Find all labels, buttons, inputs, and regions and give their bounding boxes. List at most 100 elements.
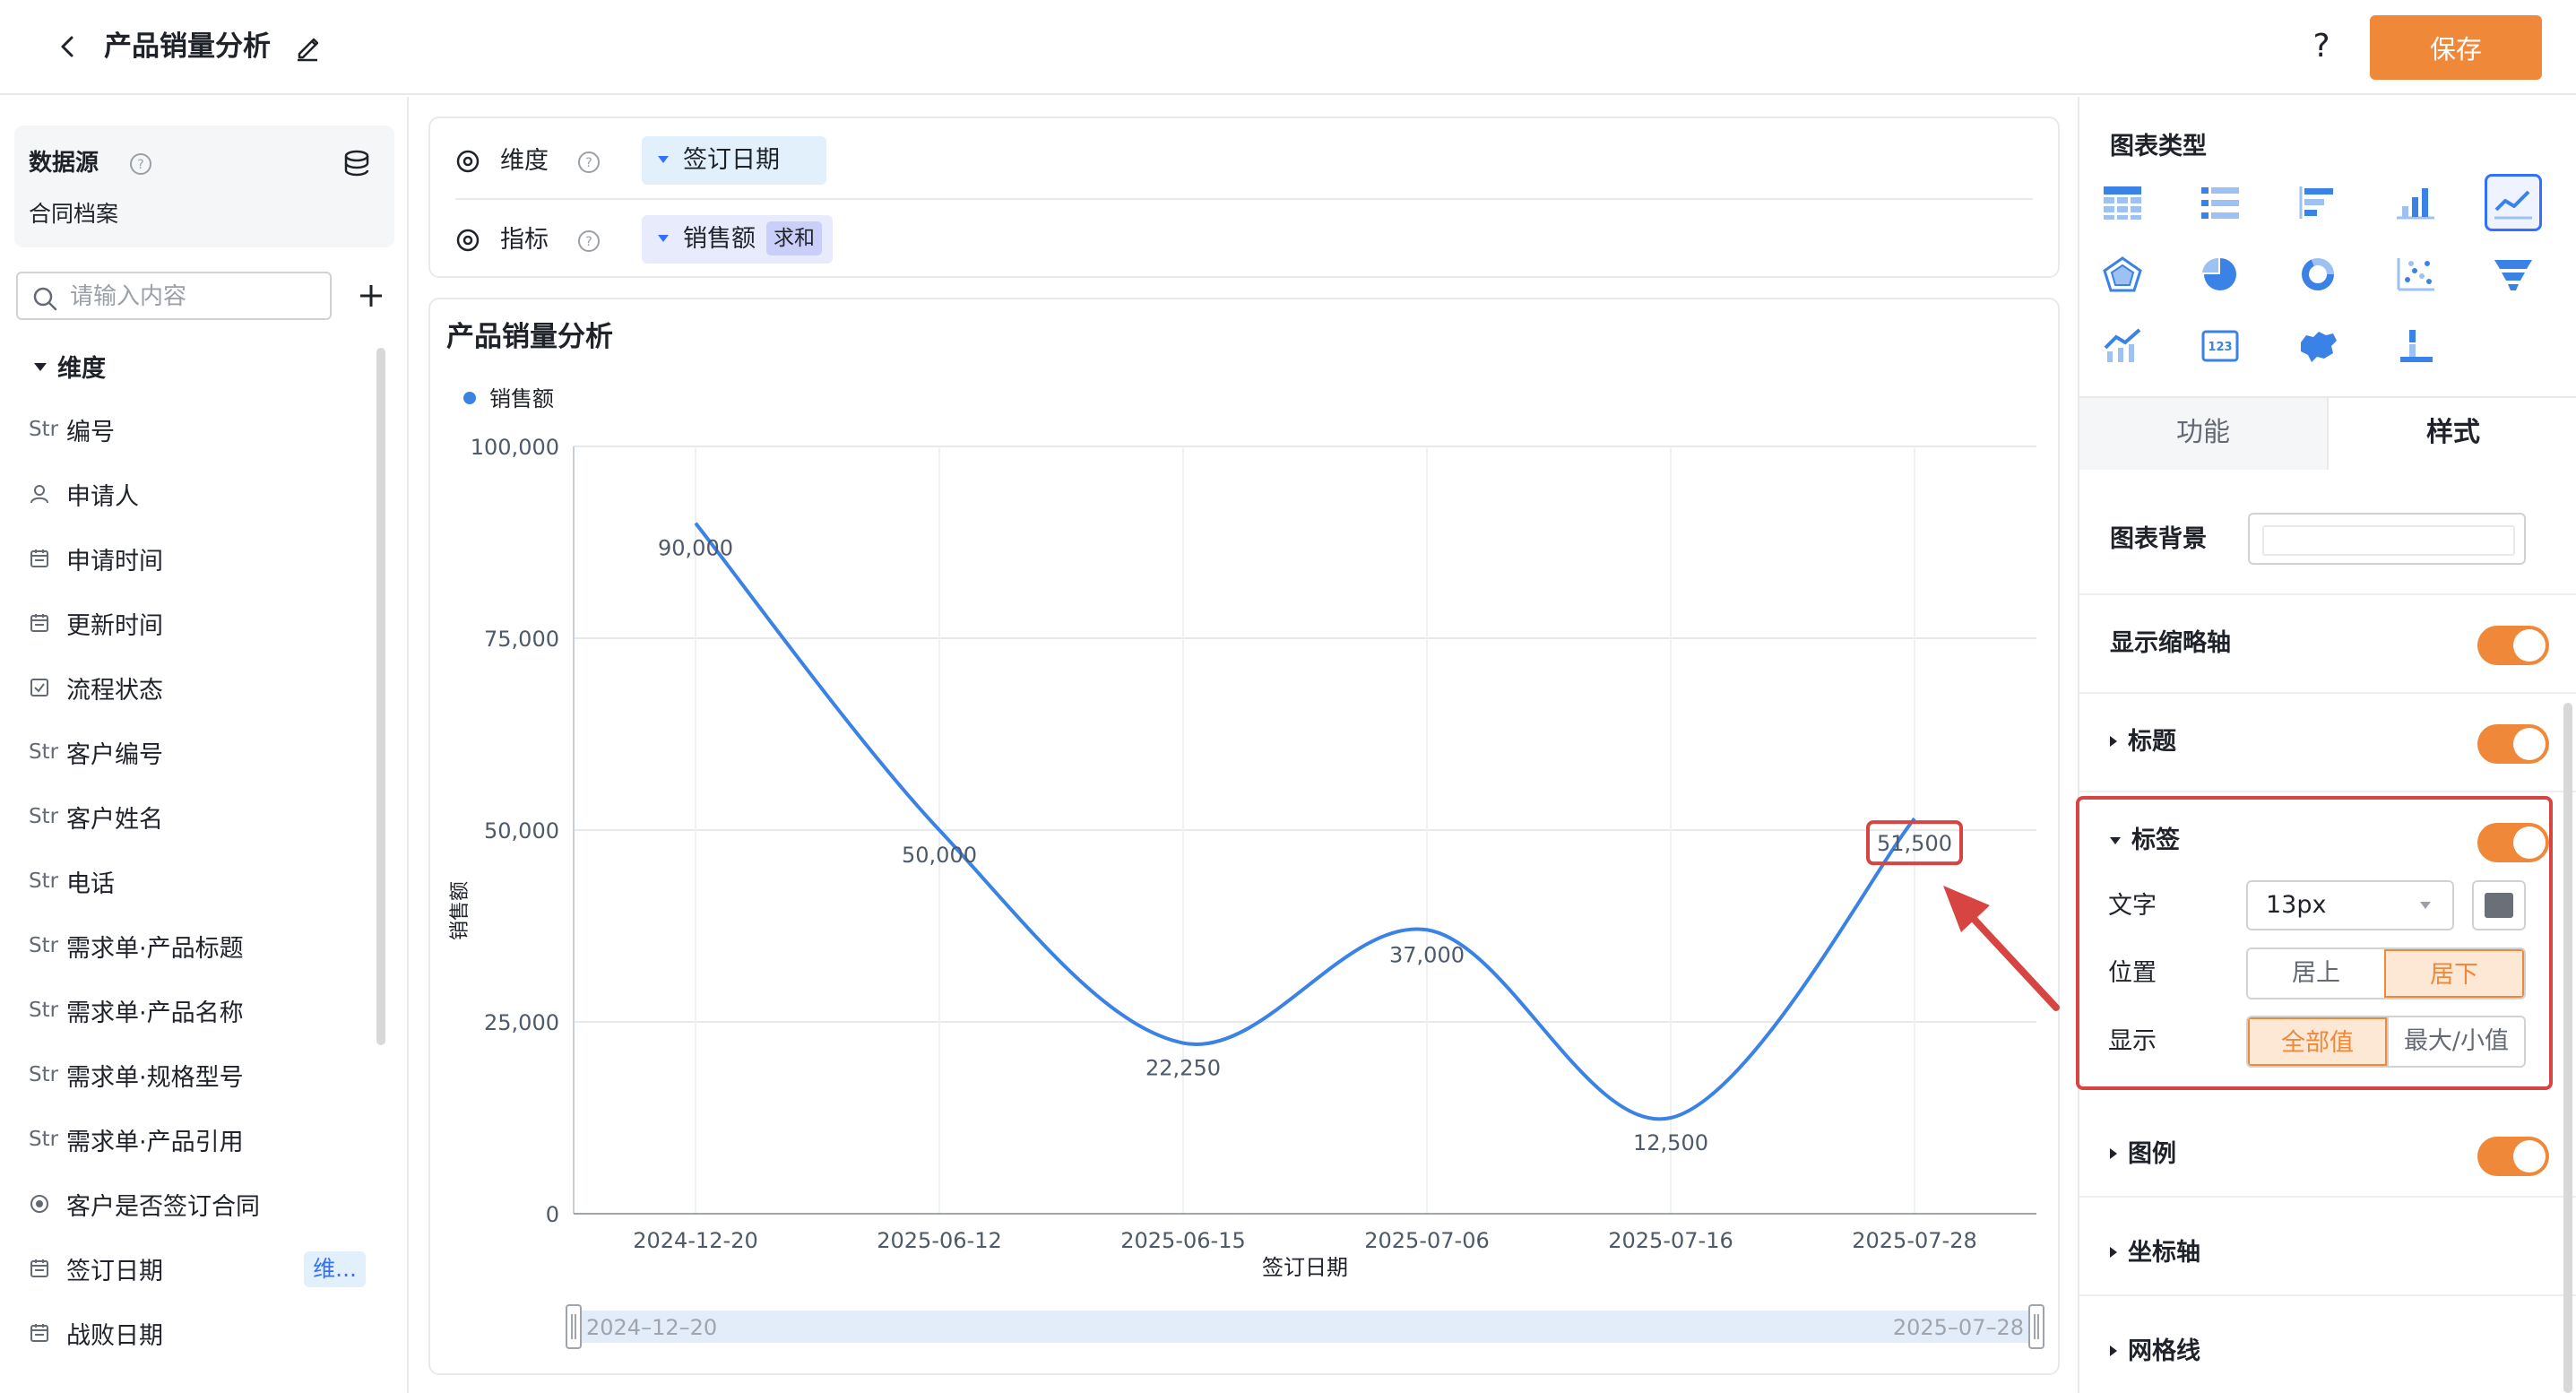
chart-type-combo-icon[interactable] (2094, 317, 2151, 375)
save-button[interactable]: 保存 (2370, 15, 2542, 80)
x-tick-label: 2025-06-15 (1120, 1228, 1245, 1253)
field-label: 签订日期 (66, 1257, 163, 1285)
field-item[interactable]: Str 需求单·规格型号 (29, 1052, 369, 1097)
title-toggle[interactable] (2477, 724, 2549, 764)
chart-type-pie-icon[interactable] (2191, 246, 2249, 303)
data-label: 37,000 (1389, 942, 1465, 967)
title-row[interactable]: 标题 (2110, 715, 2549, 769)
field-item[interactable]: Str 电话 (29, 859, 369, 904)
data-zoom-handle[interactable] (2028, 1304, 2044, 1349)
chart-type-map-icon[interactable] (2289, 317, 2347, 375)
field-label: 编号 (66, 418, 115, 446)
field-item[interactable]: 申请时间 (29, 536, 369, 581)
datasource-card: 数据源 ? 合同档案 (14, 125, 394, 247)
dimension-chip[interactable]: 签订日期 (642, 136, 826, 185)
field-item[interactable]: 客户是否签订合同 (29, 1181, 369, 1226)
dimension-row: 维度 ? 签订日期 (455, 136, 2033, 186)
help-circle-icon[interactable]: ? (577, 229, 601, 253)
background-color-input[interactable] (2248, 513, 2526, 565)
search-input[interactable] (70, 279, 321, 315)
legend-marker (463, 392, 476, 404)
caret-right-icon (2110, 1247, 2117, 1258)
chart-type-horizontal-bar-icon[interactable] (2289, 174, 2347, 231)
field-item[interactable]: Str 需求单·产品标题 (29, 923, 369, 968)
chart-title: 产品销量分析 (446, 321, 613, 353)
help-button[interactable]: ? (2312, 28, 2330, 65)
y-tick-label: 0 (546, 1202, 559, 1227)
text-type-icon: Str (29, 740, 59, 764)
label-display-segment: 全部值 最大/小值 (2246, 1016, 2526, 1068)
field-label: 需求单·产品名称 (66, 999, 244, 1027)
field-item[interactable]: 申请人 (29, 472, 369, 516)
data-label-highlight (1866, 820, 1963, 866)
label-row[interactable]: 标签 (2110, 814, 2549, 868)
chart-type-funnel-icon[interactable] (2485, 246, 2542, 303)
field-item[interactable]: Str 客户姓名 (29, 794, 369, 839)
chart-type-donut-icon[interactable] (2289, 246, 2347, 303)
field-item[interactable]: 签订日期 维... (29, 1246, 369, 1291)
help-circle-icon[interactable]: ? (129, 152, 152, 176)
data-zoom-track[interactable] (574, 1311, 2036, 1343)
chart-type-line-icon[interactable] (2485, 174, 2542, 231)
data-label: 12,500 (1633, 1130, 1708, 1155)
metric-chip[interactable]: 销售额 求和 (642, 215, 833, 264)
tab-function[interactable]: 功能 (2079, 398, 2329, 470)
gridline-option-label: 网格线 (2110, 1334, 2200, 1370)
display-minmax-option[interactable]: 最大/小值 (2387, 1017, 2524, 1066)
thumbnail-axis-label: 显示缩略轴 (2110, 629, 2231, 657)
chart-card: 产品销量分析 销售额 0 25,000 50,000 75,000 100,000 2024… (428, 298, 2060, 1375)
dimension-group-label: 维度 (57, 355, 106, 383)
aggregation-badge[interactable]: 求和 (766, 221, 822, 255)
title-option-text: 标题 (2128, 728, 2176, 756)
back-button[interactable] (48, 27, 88, 66)
legend-toggle[interactable] (2477, 1137, 2549, 1176)
y-tick-label: 25,000 (484, 1010, 559, 1035)
top-header: 产品销量分析 ? 保存 (0, 0, 2576, 95)
database-switch-icon[interactable] (341, 147, 373, 179)
caret-right-icon (2110, 1148, 2117, 1159)
label-toggle[interactable] (2477, 823, 2549, 862)
field-list-scrollbar[interactable] (376, 348, 385, 1045)
position-top-option[interactable]: 居上 (2248, 949, 2384, 998)
text-type-icon: Str (29, 870, 59, 893)
field-item[interactable]: 流程状态 (29, 665, 369, 710)
field-item[interactable]: 战败日期 (29, 1311, 369, 1355)
add-field-icon[interactable] (351, 276, 391, 316)
tab-style[interactable]: 样式 (2329, 398, 2576, 470)
text-type-icon: Str (29, 805, 59, 828)
chart-type-detail-table-icon[interactable] (2191, 174, 2249, 231)
x-tick-label: 2025-06-12 (877, 1228, 1001, 1253)
x-axis-title: 签订日期 (1262, 1255, 1348, 1280)
chart-type-scatter-icon[interactable] (2387, 246, 2444, 303)
axis-option-text: 坐标轴 (2128, 1239, 2200, 1267)
chart-type-radar-icon[interactable] (2094, 246, 2151, 303)
font-size-select[interactable]: 13px (2246, 880, 2454, 930)
thumbnail-axis-toggle[interactable] (2477, 626, 2549, 665)
chart-type-bar-icon[interactable] (2387, 174, 2444, 231)
position-bottom-option[interactable]: 居下 (2384, 949, 2524, 998)
legend-label: 销售额 (489, 386, 554, 411)
caret-down-icon (34, 363, 47, 371)
chart-type-indicator-card-icon[interactable]: 123 (2191, 317, 2249, 375)
position-label: 位置 (2108, 959, 2157, 987)
field-item[interactable]: Str 编号 (29, 407, 369, 452)
chart-type-table-icon[interactable] (2094, 174, 2151, 231)
field-item[interactable]: Str 需求单·产品名称 (29, 988, 369, 1033)
style-panel-scrollbar[interactable] (2563, 703, 2572, 1393)
data-zoom-handle[interactable] (566, 1304, 582, 1349)
field-item[interactable]: 更新时间 (29, 601, 369, 645)
dimension-group-header[interactable]: 维度 (34, 351, 106, 387)
label-color-picker[interactable] (2472, 880, 2526, 930)
gridline-row[interactable]: 网格线 (2110, 1325, 2549, 1379)
display-all-option[interactable]: 全部值 (2248, 1017, 2387, 1066)
field-item[interactable]: Str 需求单·产品引用 (29, 1117, 369, 1162)
axis-row[interactable]: 坐标轴 (2110, 1226, 2549, 1280)
field-label: 客户编号 (66, 740, 163, 769)
help-circle-icon[interactable]: ? (577, 151, 601, 174)
legend-row[interactable]: 图例 (2110, 1128, 2549, 1181)
field-item[interactable]: Str 客户编号 (29, 730, 369, 774)
divider (2079, 593, 2576, 595)
axis-option-label: 坐标轴 (2110, 1235, 2200, 1271)
edit-title-icon[interactable] (292, 32, 323, 63)
chart-type-waterfall-icon[interactable] (2387, 317, 2444, 375)
